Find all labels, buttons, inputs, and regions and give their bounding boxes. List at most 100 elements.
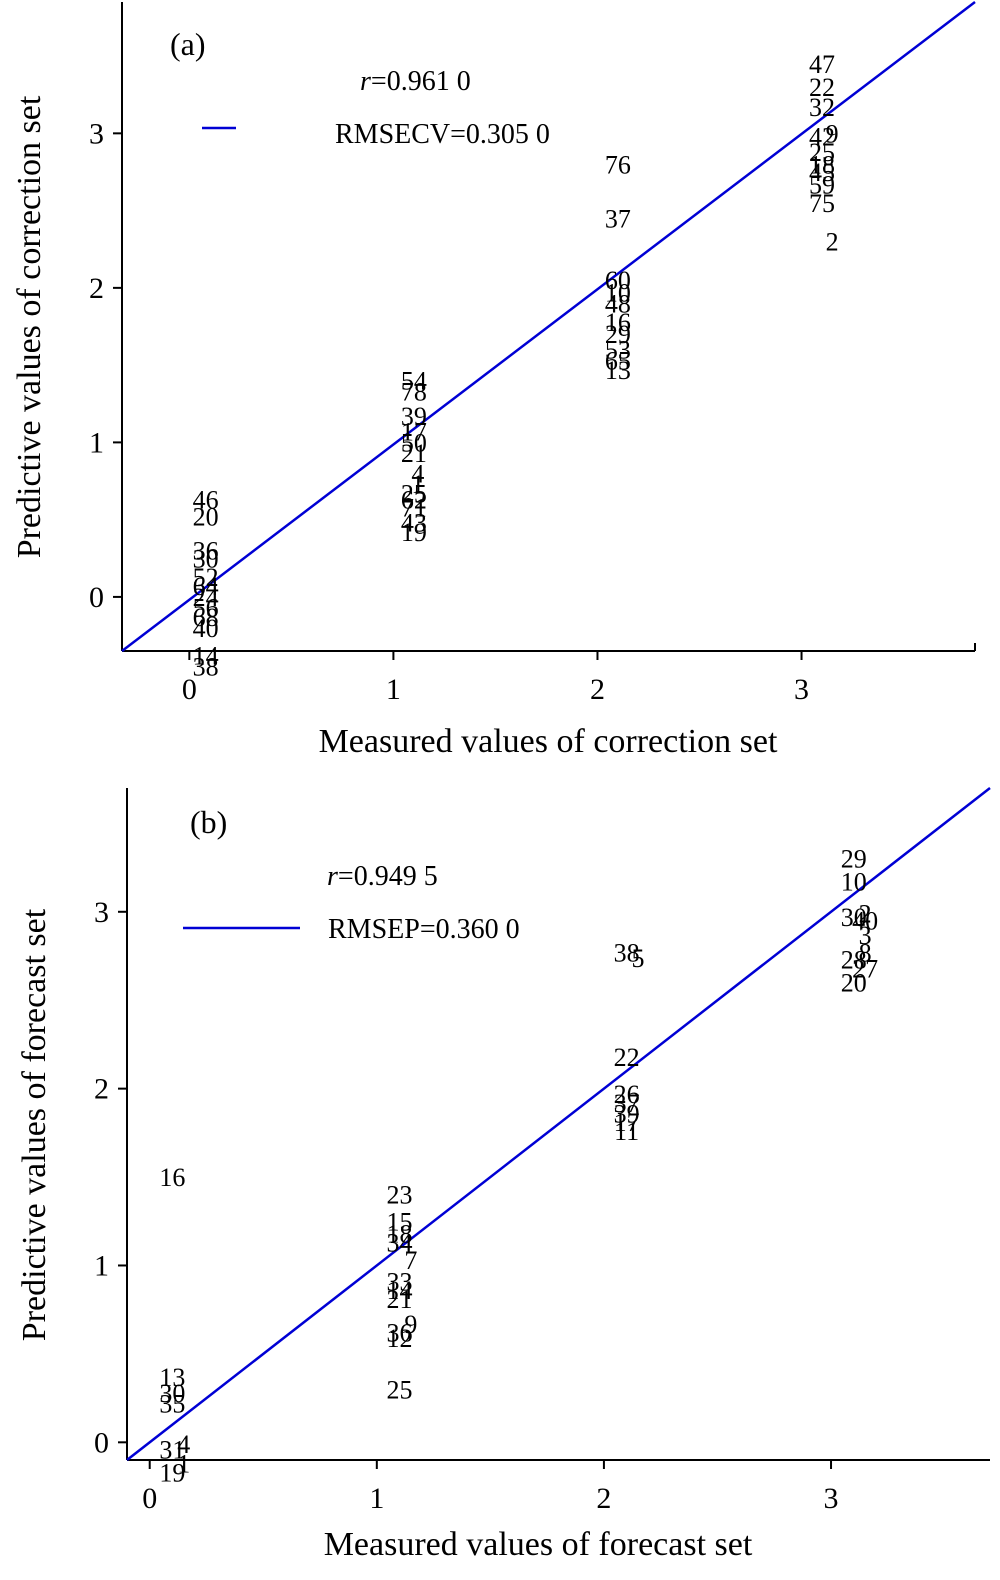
data-point-label: 40 xyxy=(852,907,878,936)
data-point-label: 7 xyxy=(404,1246,417,1275)
data-point-label: 25 xyxy=(401,479,427,508)
y-tick-label: 2 xyxy=(89,272,104,305)
y-tick-label: 0 xyxy=(89,581,104,614)
data-point-label: 48 xyxy=(605,289,631,318)
data-point-label: 18 xyxy=(809,150,835,179)
x-tick-label: 0 xyxy=(142,1482,157,1515)
data-point-label: 11 xyxy=(614,1117,639,1146)
data-point-label: 13 xyxy=(159,1363,185,1392)
data-point-label: 50 xyxy=(401,428,427,457)
data-point-label: 27 xyxy=(852,954,878,983)
data-point-label: 8 xyxy=(859,938,872,967)
data-point-label: 78 xyxy=(401,377,427,406)
panel-label: (b) xyxy=(190,804,227,840)
data-point-label: 18 xyxy=(387,1220,413,1249)
data-point-label: 37 xyxy=(605,204,631,233)
data-point-label: 1 xyxy=(177,1450,190,1479)
y-tick-label: 1 xyxy=(94,1249,109,1282)
data-point-label: 19 xyxy=(401,518,427,547)
data-point-label: 22 xyxy=(809,73,835,102)
y-axis-title: Predictive values of forecast set xyxy=(16,908,53,1341)
data-point-label: 25 xyxy=(387,1375,413,1404)
data-point-label: 40 xyxy=(193,614,219,643)
data-point-label: 30 xyxy=(159,1379,185,1408)
data-point-label: 37 xyxy=(614,1089,640,1118)
chart-panel-a: 0 1 2 3012347223242925184559752763760104816… xyxy=(11,1,976,760)
data-point-label: 28 xyxy=(841,946,867,975)
data-point-label: 13 xyxy=(605,356,631,385)
x-axis-title: Measured values of forecast set xyxy=(324,1526,753,1563)
data-point-label: 9 xyxy=(404,1310,417,1339)
data-point-label: 17 xyxy=(401,418,427,447)
data-point-label: 68 xyxy=(193,603,219,632)
data-point-label: 62 xyxy=(401,486,427,515)
data-point-label: 34 xyxy=(387,1228,413,1257)
data-point-label: 4 xyxy=(177,1430,190,1459)
y-axis-title: Predictive values of correction set xyxy=(11,95,48,558)
data-point-label: 20 xyxy=(841,969,867,998)
data-point-label: 56 xyxy=(193,594,219,623)
data-point-label: 19 xyxy=(159,1458,185,1487)
data-point-label: 36 xyxy=(387,1319,413,1348)
data-point-label: 76 xyxy=(605,150,631,179)
y-tick-label: 0 xyxy=(94,1426,109,1459)
data-point-label: 21 xyxy=(401,439,427,468)
r-value: =0.949 5 xyxy=(338,861,438,892)
rmse-annotation: RMSEP=0.360 0 xyxy=(328,914,520,945)
y-tick-label: 1 xyxy=(89,426,104,459)
data-point-label: 59 xyxy=(809,170,835,199)
x-tick-label: 1 xyxy=(386,673,401,706)
data-point-label: 47 xyxy=(809,50,835,79)
data-point-label: 31 xyxy=(159,1435,185,1464)
data-point-label: 14 xyxy=(193,642,219,671)
data-point-label: 10 xyxy=(605,279,631,308)
data-point-label: 3 xyxy=(859,921,872,950)
chart-panel-b: 0 1 2 3012329103024038282720385222637391711… xyxy=(16,787,991,1563)
data-point-label: 71 xyxy=(401,493,427,522)
data-point-label: 10 xyxy=(841,868,867,897)
data-point-label: 9 xyxy=(826,119,839,148)
data-point-label: 65 xyxy=(605,346,631,375)
data-point-label: 60 xyxy=(605,266,631,295)
y-tick-label: 3 xyxy=(94,896,109,929)
data-point-label: 1 xyxy=(411,470,424,499)
y-tick-label: 3 xyxy=(89,117,104,150)
data-point-label: 23 xyxy=(387,1181,413,1210)
data-point-label: 20 xyxy=(193,503,219,532)
data-point-label: 26 xyxy=(614,1080,640,1109)
data-point-label: 5 xyxy=(631,944,644,973)
r-symbol: r xyxy=(327,861,338,892)
data-point-label: 21 xyxy=(387,1285,413,1314)
data-point-label: 39 xyxy=(614,1099,640,1128)
panel-label: (a) xyxy=(170,26,206,62)
data-point-label: 45 xyxy=(809,158,835,187)
x-tick-label: 2 xyxy=(590,673,605,706)
r-value: =0.961 0 xyxy=(371,66,471,97)
data-point-label: 35 xyxy=(159,1389,185,1418)
data-point-label: 29 xyxy=(605,320,631,349)
r-symbol: r xyxy=(360,66,371,97)
data-point-label: 38 xyxy=(193,652,219,681)
data-point-label: 64 xyxy=(193,572,219,601)
data-point-label: 12 xyxy=(387,1324,413,1353)
x-tick-label: 0 xyxy=(182,673,197,706)
data-point-label: 17 xyxy=(614,1108,640,1137)
data-point-label: 14 xyxy=(387,1276,413,1305)
data-point-label: 43 xyxy=(401,509,427,538)
x-axis-title: Measured values of correction set xyxy=(319,723,778,760)
data-point-label: 32 xyxy=(809,93,835,122)
data-point-label: 15 xyxy=(387,1207,413,1236)
fit-line xyxy=(121,1,976,652)
rmse-annotation: RMSECV=0.305 0 xyxy=(335,119,550,150)
x-tick-label: 3 xyxy=(824,1482,839,1515)
fit-line xyxy=(126,787,991,1461)
data-point-label: 33 xyxy=(387,1267,413,1296)
x-tick-label: 1 xyxy=(369,1482,384,1515)
data-point-label: 22 xyxy=(614,1043,640,1072)
data-point-label: 52 xyxy=(193,563,219,592)
data-point-label: 53 xyxy=(605,336,631,365)
data-point-label: 38 xyxy=(614,938,640,967)
r-annotation: r=0.949 5 xyxy=(327,861,438,892)
data-point-label: 36 xyxy=(193,537,219,566)
